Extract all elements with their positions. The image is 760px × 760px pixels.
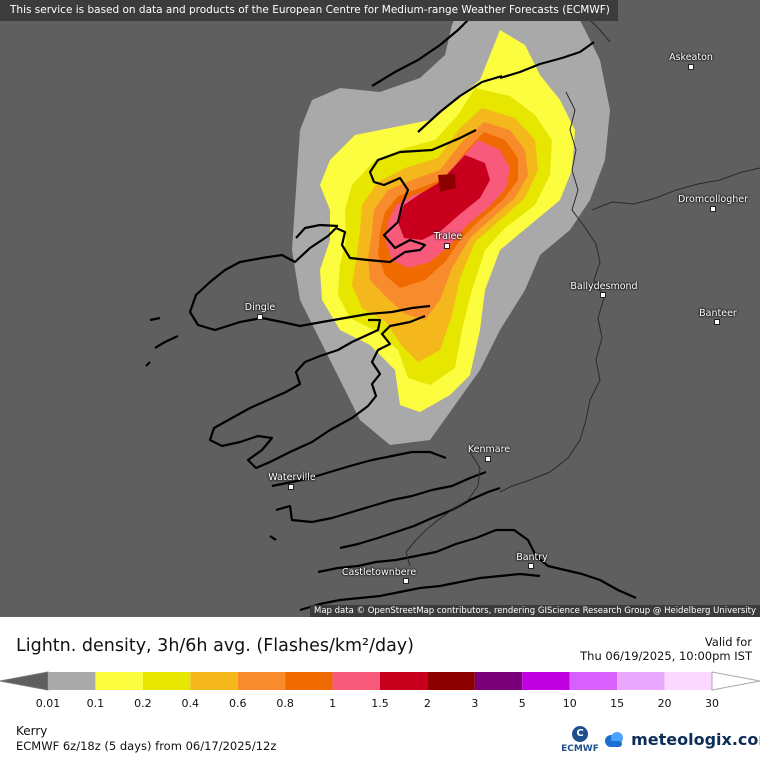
town-label-bantry: Bantry [516,552,548,563]
colorbar-tick-label: 0.2 [134,697,152,710]
town-label-dingle: Dingle [244,302,276,313]
town-marker-castletownbere [403,578,409,584]
town-label-banteer: Banteer [699,308,737,319]
town-marker-banteer [714,319,720,325]
colorbar-over-arrow [711,671,760,691]
county-borders [405,19,760,567]
meteologix-cloud-icon [605,731,623,747]
ecmwf-notice: This service is based on data and produc… [0,0,618,21]
colorbar-tick-label: 10 [562,697,577,710]
colorbar-tick-label: 20 [657,697,672,710]
town-label-ballydesmond: Ballydesmond [570,281,638,292]
town-label-dromcollogher: Dromcollogher [677,194,749,205]
meteologix-logo[interactable]: meteologix.com [604,729,760,751]
colorbar-cell [569,672,618,690]
legend-panel: Lightn. density, 3h/6h avg. (Flashes/km²… [0,617,760,760]
coastlines [145,4,637,612]
town-marker-ballydesmond [600,292,606,298]
town-label-kenmare: Kenmare [467,444,511,455]
map-attribution: Map data © OpenStreetMap contributors, r… [310,605,760,617]
colorbar-cell [142,672,191,690]
colorbar-tick-label: 0.6 [228,697,247,710]
colorbar-cell [380,672,428,690]
colorbar-tick-label: 1.5 [371,697,389,710]
map-canvas [145,0,760,612]
colorbar-tick-label: 2 [423,697,431,710]
colorbar-cell [522,672,570,690]
colorbar-cell [664,672,712,690]
town-marker-bantry [528,563,534,569]
colorbar-cell [285,672,333,690]
colorbar-cell [190,672,238,690]
colorbar-cell [474,672,523,690]
meteologix-brand: meteologix.com [631,730,760,749]
ecmwf-logo-icon: C [572,726,588,742]
contour-2 [438,174,456,192]
weather-map[interactable]: This service is based on data and produc… [0,0,760,617]
colorbar-tick-label: 1 [329,697,337,710]
region-name: Kerry [16,724,48,738]
colorbar-cell [95,672,143,690]
colorbar-tick-label: 5 [518,697,526,710]
colorbar-cells [48,672,712,690]
ecmwf-logo[interactable]: C ECMWF [557,726,603,758]
colorbar-tick-label: 0.8 [276,697,294,710]
valid-time: Thu 06/19/2025, 10:00pm IST [580,649,752,663]
town-marker-waterville [288,484,294,490]
model-run-info: ECMWF 6z/18z (5 days) from 06/17/2025/12… [16,739,277,753]
town-marker-askeaton [688,64,694,70]
colorbar-tick-label: 3 [471,697,479,710]
town-label-waterville: Waterville [268,472,316,483]
contour-1-5 [398,155,490,240]
colorbar-cell [48,672,96,690]
ecmwf-logo-text: ECMWF [561,744,599,754]
colorbar-cell [617,672,665,690]
colorbar-tick-label: 0.01 [35,697,61,710]
colorbar-under-arrow [0,671,49,691]
valid-for-label: Valid for [704,635,752,649]
legend-title: Lightn. density, 3h/6h avg. (Flashes/km²… [16,636,414,656]
lightning-density-contours [292,0,610,445]
colorbar-cell [427,672,475,690]
town-marker-tralee [444,243,450,249]
colorbar-tick-label: 30 [705,697,719,710]
colorbar-tick-label: 0.4 [181,697,200,710]
town-label-tralee: Tralee [433,231,463,242]
town-marker-dingle [257,314,263,320]
colorbar-cell [237,672,286,690]
town-marker-dromcollogher [710,206,716,212]
colorbar [0,671,760,691]
town-label-askeaton: Askeaton [669,52,713,63]
colorbar-tick-label: 0.1 [86,697,105,710]
colorbar-cell [332,672,380,690]
town-marker-kenmare [485,456,491,462]
colorbar-tick-label: 15 [610,697,625,710]
town-label-castletownbere: Castletownbere [341,567,417,578]
